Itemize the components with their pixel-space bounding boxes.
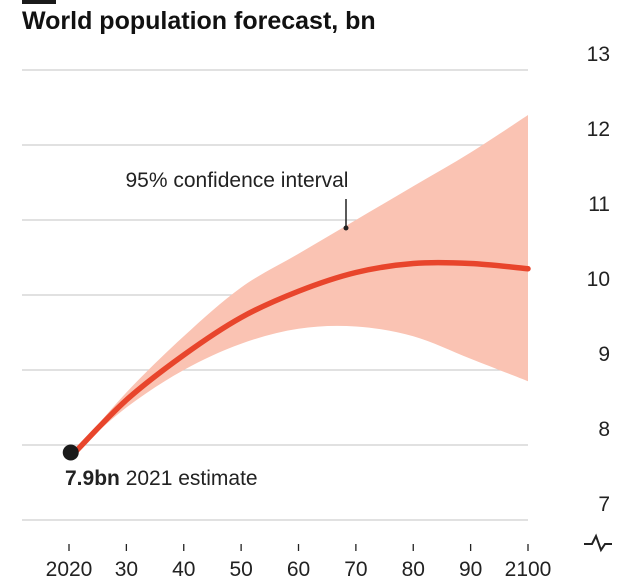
x-tick-label-2090: 90 bbox=[459, 558, 482, 581]
x-axis-ticks: 2020 30 40 50 60 70 80 90 2100 bbox=[46, 544, 552, 581]
estimate-text: 2021 estimate bbox=[120, 467, 258, 490]
median-line bbox=[71, 259, 531, 456]
y-tick-label-8: 8 bbox=[598, 418, 610, 441]
confidence-leader-dot bbox=[343, 225, 349, 231]
y-tick-label-12: 12 bbox=[587, 118, 610, 141]
median-series-line bbox=[71, 259, 531, 456]
axis-break-icon bbox=[584, 533, 612, 553]
confidence-band-area bbox=[74, 115, 529, 453]
gridlines bbox=[22, 69, 528, 521]
y-tick-label-9: 9 bbox=[598, 343, 610, 366]
confidence-band bbox=[74, 115, 529, 453]
y-tick-label-7: 7 bbox=[598, 493, 610, 516]
x-tick-label-2100: 2100 bbox=[505, 558, 552, 581]
estimate-point bbox=[62, 444, 79, 461]
x-tick-label-2030: 30 bbox=[115, 558, 138, 581]
y-tick-label-11: 11 bbox=[588, 193, 610, 216]
y-tick-label-13: 13 bbox=[587, 43, 610, 66]
estimate-label: 7.9bn 2021 estimate bbox=[65, 467, 258, 490]
x-tick-label-2050: 50 bbox=[229, 558, 252, 581]
chart-title: World population forecast, bn bbox=[22, 7, 376, 35]
title-accent-bar bbox=[22, 0, 56, 4]
confidence-label: 95% confidence interval bbox=[126, 169, 349, 192]
x-tick-label-2060: 60 bbox=[287, 558, 310, 581]
y-tick-label-10: 10 bbox=[587, 268, 610, 291]
x-tick-label-2020: 2020 bbox=[46, 558, 93, 581]
estimate-value: 7.9bn bbox=[65, 467, 120, 490]
x-tick-label-2080: 80 bbox=[402, 558, 425, 581]
x-tick-label-2070: 70 bbox=[344, 558, 367, 581]
y-axis-ticks: 7 8 9 10 11 12 13 bbox=[587, 43, 610, 516]
x-tick-label-2040: 40 bbox=[172, 558, 195, 581]
